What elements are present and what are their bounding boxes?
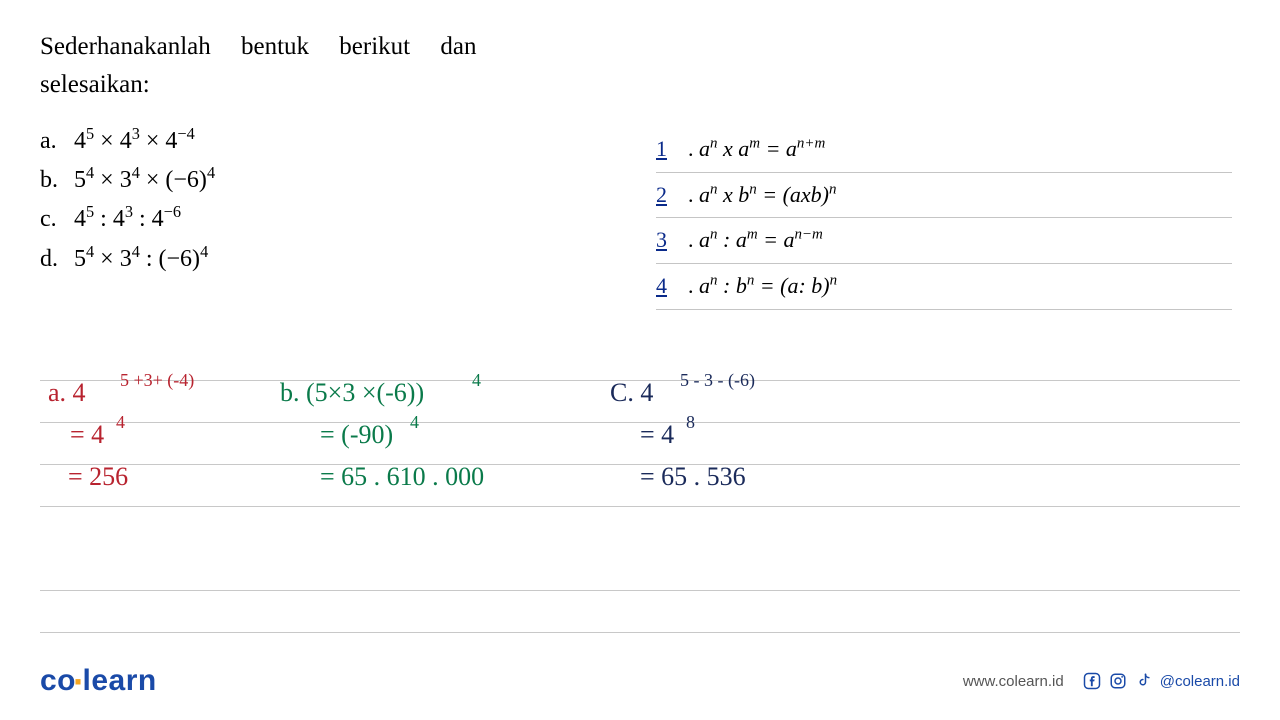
problem-c: c. 45 : 43 : 4−6 <box>40 199 616 238</box>
instruction-line2: selesaikan: <box>40 71 150 98</box>
handwriting-text: = 65 . 610 . 000 <box>320 462 484 492</box>
ruled-line <box>40 590 1240 591</box>
rule-1: 1. an x am = an+m <box>656 129 1232 173</box>
rule-3: 3. an : am = an−m <box>656 220 1232 264</box>
tiktok-icon <box>1134 671 1154 691</box>
handwriting-text: 4 <box>472 370 481 391</box>
rules-list: 1. an x am = an+m 2. an x bn = (axb)n 3.… <box>656 121 1232 312</box>
problem-a: a. 45 × 43 × 4−4 <box>40 121 616 160</box>
footer: co·learn www.colearn.id @colearn.id <box>40 664 1240 698</box>
handwriting-text: 4 <box>410 412 419 433</box>
instruction: Sederhanakanlah bentuk berikut dan seles… <box>40 28 1240 103</box>
handwriting-text: = 65 . 536 <box>640 462 746 492</box>
problem-b: b. 54 × 34 × (−6)4 <box>40 160 616 199</box>
ruled-line <box>40 506 1240 507</box>
handwriting-text: 8 <box>686 412 695 433</box>
problem-list: a. 45 × 43 × 4−4 b. 54 × 34 × (−6)4 c. 4… <box>40 121 616 312</box>
handwriting-text: = 4 <box>70 420 104 450</box>
handwriting-text: = 4 <box>640 420 674 450</box>
handwriting-text: = (-90) <box>320 420 393 450</box>
footer-handle: @colearn.id <box>1160 673 1240 690</box>
rule-2: 2. an x bn = (axb)n <box>656 175 1232 219</box>
facebook-icon <box>1082 671 1102 691</box>
instagram-icon <box>1108 671 1128 691</box>
rule-4: 4. an : bn = (a: b)n <box>656 266 1232 310</box>
footer-url: www.colearn.id <box>963 673 1064 690</box>
handwriting-text: 5 +3+ (-4) <box>120 370 194 391</box>
instruction-line1: Sederhanakanlah bentuk berikut dan <box>40 33 476 60</box>
problem-d: d. 54 × 34 : (−6)4 <box>40 239 616 278</box>
handwriting-text: C. 4 <box>610 378 653 408</box>
handwriting-text: = 256 <box>68 462 128 492</box>
handwriting-text: 4 <box>116 412 125 433</box>
handwriting-text: b. (5×3 ×(-6)) <box>280 378 424 408</box>
logo: co·learn <box>40 664 157 698</box>
handwriting-area: a. 4 5 +3+ (-4) = 4 4 = 256 b. (5×3 ×(-6)) 4 = … <box>0 350 1280 650</box>
ruled-line <box>40 632 1240 633</box>
handwriting-text: a. 4 <box>48 378 86 408</box>
handwriting-text: 5 - 3 - (-6) <box>680 370 755 391</box>
